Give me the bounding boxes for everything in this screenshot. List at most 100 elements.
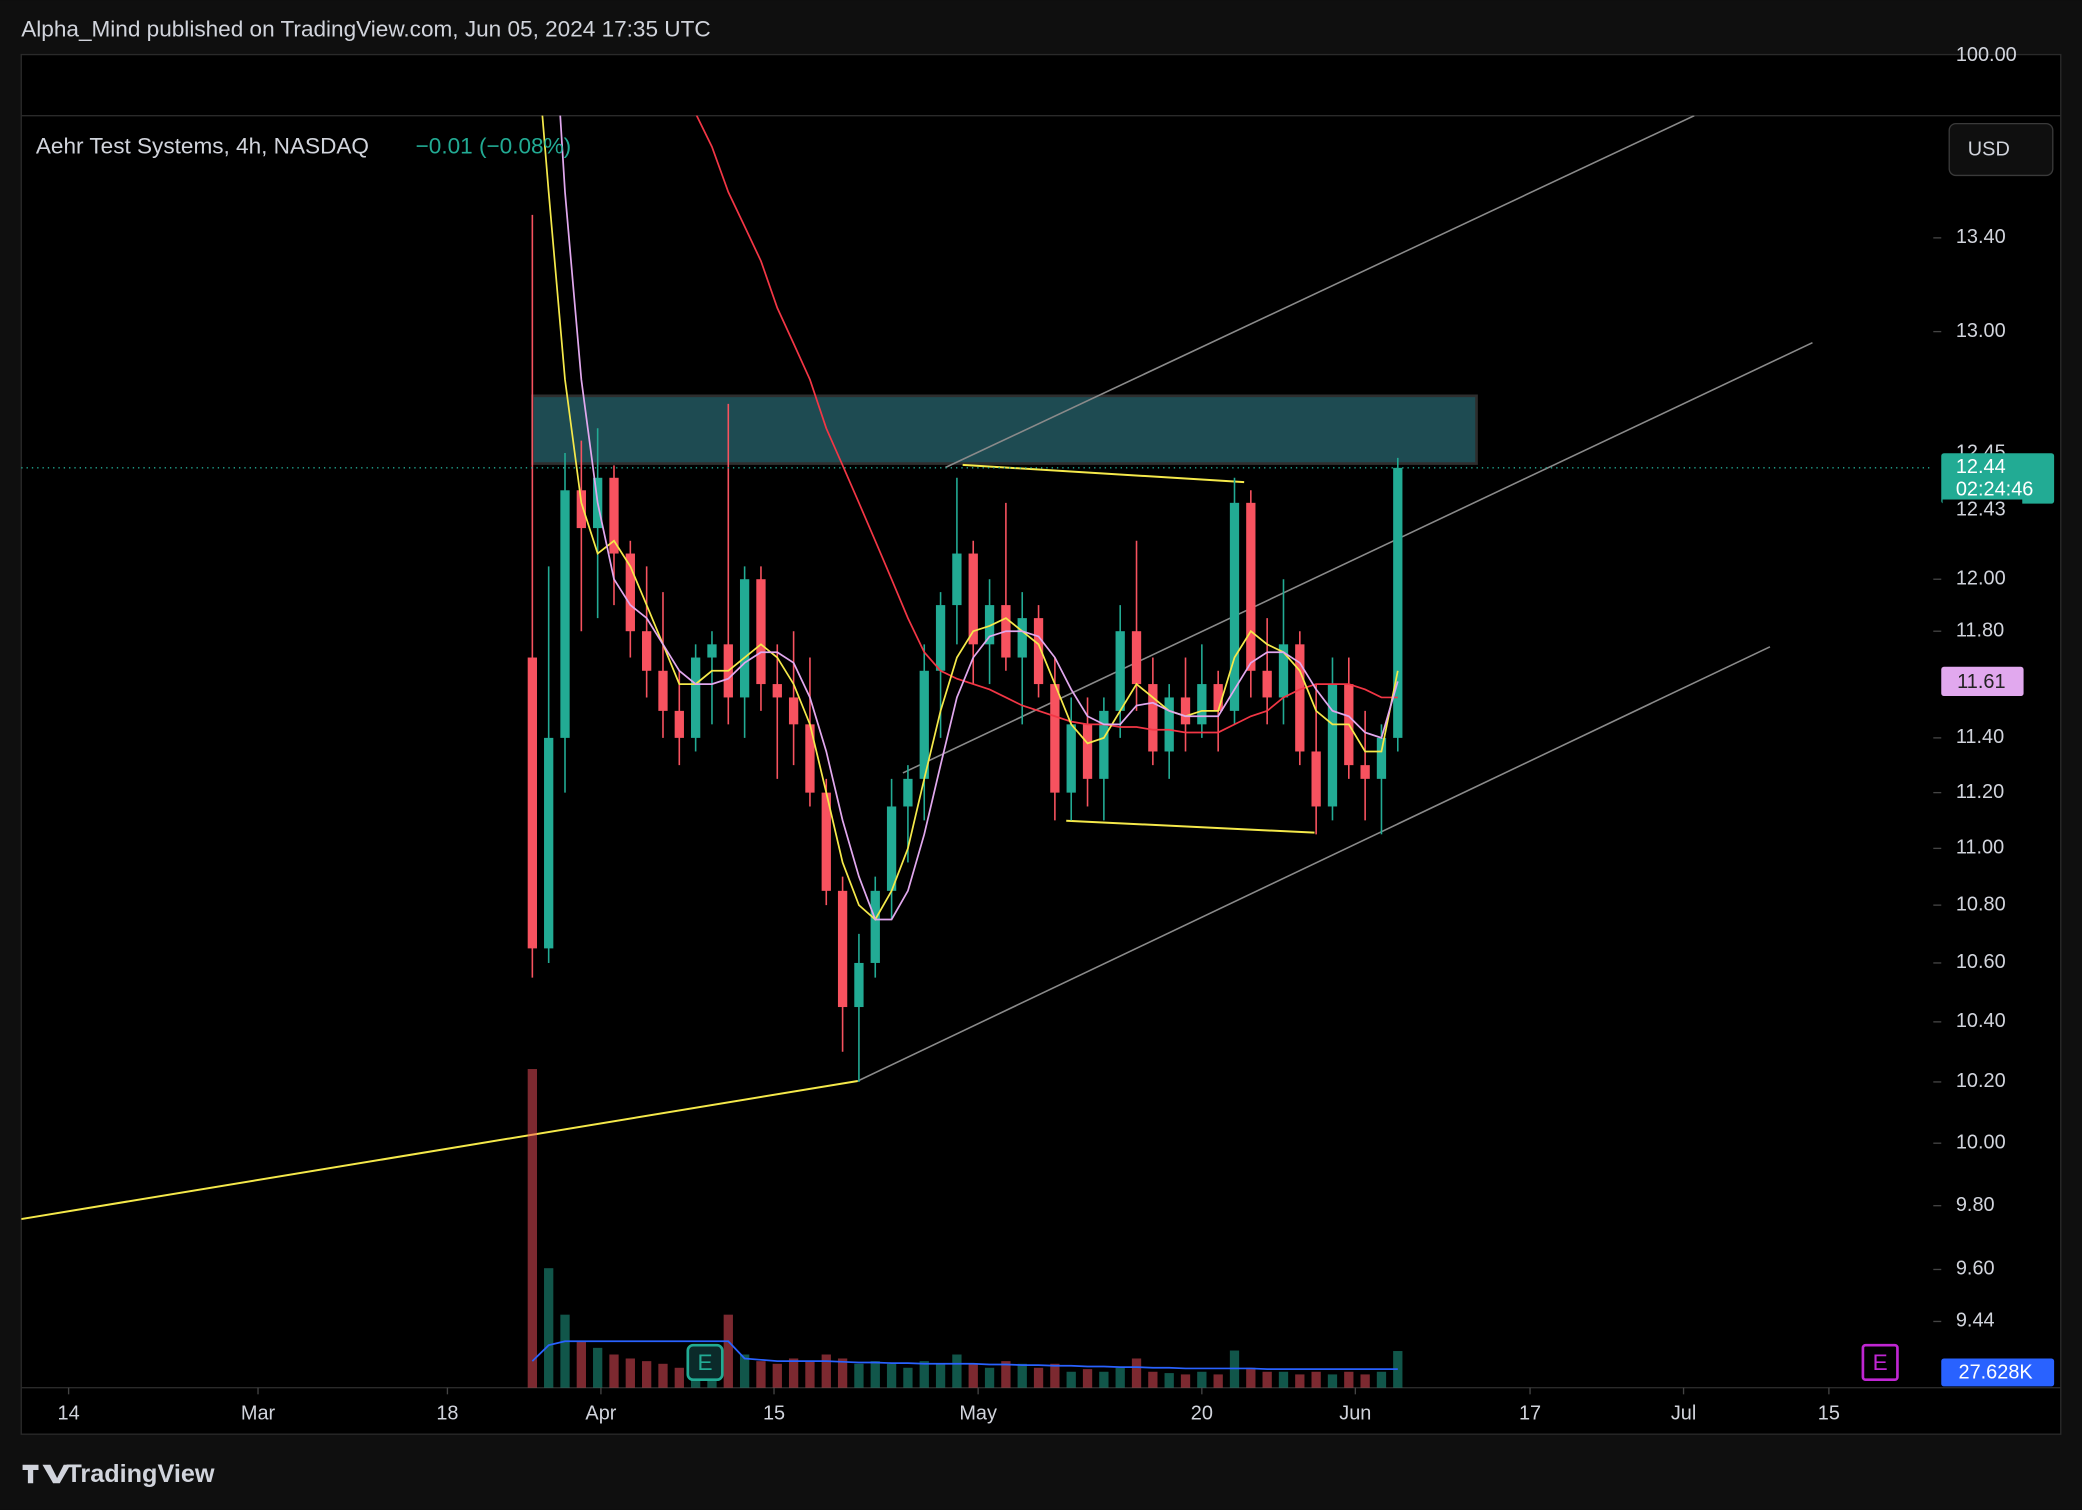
candle-body <box>1393 467 1403 738</box>
earnings-icon[interactable] <box>686 1343 724 1382</box>
ma-badge-label: 11.61 <box>1957 671 2005 693</box>
candle-body <box>919 670 929 779</box>
last-price-badge <box>1941 453 2055 504</box>
volume-bar <box>527 1069 537 1388</box>
candle-body <box>1050 684 1060 793</box>
volume-bar <box>821 1354 831 1388</box>
volume-bar <box>788 1358 799 1388</box>
y-tick-label: 13.00 <box>1956 320 2006 342</box>
x-tick-label: Mar <box>241 1403 276 1425</box>
volume-bar <box>1197 1371 1207 1388</box>
earnings-icon[interactable] <box>1861 1343 1899 1382</box>
volume-bar <box>903 1367 913 1388</box>
candle-body <box>1246 502 1256 671</box>
range-bottom <box>1066 819 1315 834</box>
x-tick-label: Jun <box>1339 1403 1371 1425</box>
candle-body <box>854 962 864 1008</box>
trendline <box>21 1079 858 1221</box>
candle-body <box>1327 684 1338 807</box>
y-tick-label: 11.20 <box>1956 781 2004 803</box>
x-tick-label: 15 <box>1818 1403 1840 1425</box>
volume-bar <box>756 1361 766 1388</box>
y-tick-label: 11.40 <box>1956 726 2004 748</box>
candle-body <box>837 890 848 1008</box>
y-tick-label: 9.80 <box>1956 1194 1995 1216</box>
volume-bar <box>1246 1367 1256 1388</box>
moving-average <box>559 115 1399 921</box>
candle-body <box>903 778 913 807</box>
bid-label: 12.43 <box>1956 498 2006 520</box>
volume-bar <box>1262 1371 1272 1388</box>
volume-bar <box>674 1367 684 1388</box>
candle-body <box>1180 697 1191 725</box>
candle-body <box>1360 765 1370 779</box>
candle-body <box>1082 724 1093 779</box>
volume-bar <box>968 1363 978 1388</box>
volume-badge-label: 27.628K <box>1959 1361 2034 1383</box>
volume-bar <box>576 1341 586 1388</box>
x-tick-label: 18 <box>436 1403 458 1425</box>
y-tick-label: 9.44 <box>1956 1310 1995 1332</box>
candle-body <box>707 644 717 658</box>
volume-bar <box>805 1361 815 1388</box>
volume-bar <box>1213 1374 1223 1388</box>
candle-body <box>870 890 880 963</box>
volume-bar <box>886 1363 897 1388</box>
candle-body <box>674 710 684 738</box>
supply-zone <box>531 394 1478 465</box>
volume-bar <box>560 1314 570 1388</box>
candle-body <box>609 477 619 554</box>
candle-body <box>886 806 897 891</box>
volume-bar <box>593 1347 603 1388</box>
tv-logo <box>22 1464 71 1484</box>
y-tick-label: 11.00 <box>1956 837 2004 859</box>
volume-bar <box>642 1361 652 1388</box>
candle-body <box>1017 618 1027 658</box>
volume-badge <box>1941 1358 2055 1387</box>
volume-bar <box>1033 1367 1044 1388</box>
channel-upper <box>945 115 1695 469</box>
symbol-legend: Aehr Test Systems, 4h, NASDAQ <box>36 133 369 158</box>
volume-bar <box>854 1363 864 1388</box>
change-legend: −0.01 (−0.08%) <box>416 133 572 158</box>
candle-body <box>984 605 995 645</box>
footer-brand: TradingView <box>66 1460 214 1488</box>
volume-bar <box>544 1268 554 1388</box>
volume-bar <box>1327 1374 1338 1388</box>
candle-body <box>625 553 635 632</box>
candle-body <box>1376 737 1387 779</box>
candle-body <box>1197 684 1207 725</box>
volume-bar <box>935 1363 946 1388</box>
candle-body <box>642 631 652 671</box>
volume-bar <box>1295 1374 1305 1388</box>
volume-bar <box>1360 1374 1370 1388</box>
x-tick-label: 17 <box>1519 1403 1541 1425</box>
volume-bar <box>1082 1369 1093 1388</box>
y-tick-label: 10.80 <box>1956 893 2006 915</box>
y-tick-label: 10.40 <box>1956 1010 2006 1032</box>
bid-badge <box>1942 499 2023 519</box>
y-tick-label: 10.60 <box>1956 951 2006 973</box>
volume-pane <box>527 1069 1403 1388</box>
candle-body <box>560 490 570 738</box>
volume-bar <box>658 1363 668 1388</box>
volume-bar <box>723 1314 733 1388</box>
volume-bar <box>1376 1371 1387 1388</box>
candle-body <box>544 737 554 949</box>
currency-button[interactable] <box>1948 122 2054 177</box>
volume-bar <box>1344 1371 1354 1388</box>
candle-body <box>1229 502 1240 711</box>
volume-bar <box>609 1354 619 1388</box>
currency-label[interactable]: USD <box>1968 138 2010 160</box>
volume-bar <box>870 1361 880 1388</box>
y-tick-label: 10.00 <box>1956 1131 2006 1153</box>
volume-bar <box>952 1354 962 1388</box>
candle-body <box>1148 684 1158 752</box>
top-pane-label: 100.00 <box>1956 44 2017 66</box>
volume-bar <box>1131 1358 1142 1388</box>
earnings-label[interactable]: E <box>698 1350 713 1375</box>
volume-bar <box>1050 1363 1060 1388</box>
volume-bar <box>1311 1371 1321 1388</box>
earnings-label[interactable]: E <box>1873 1350 1888 1375</box>
